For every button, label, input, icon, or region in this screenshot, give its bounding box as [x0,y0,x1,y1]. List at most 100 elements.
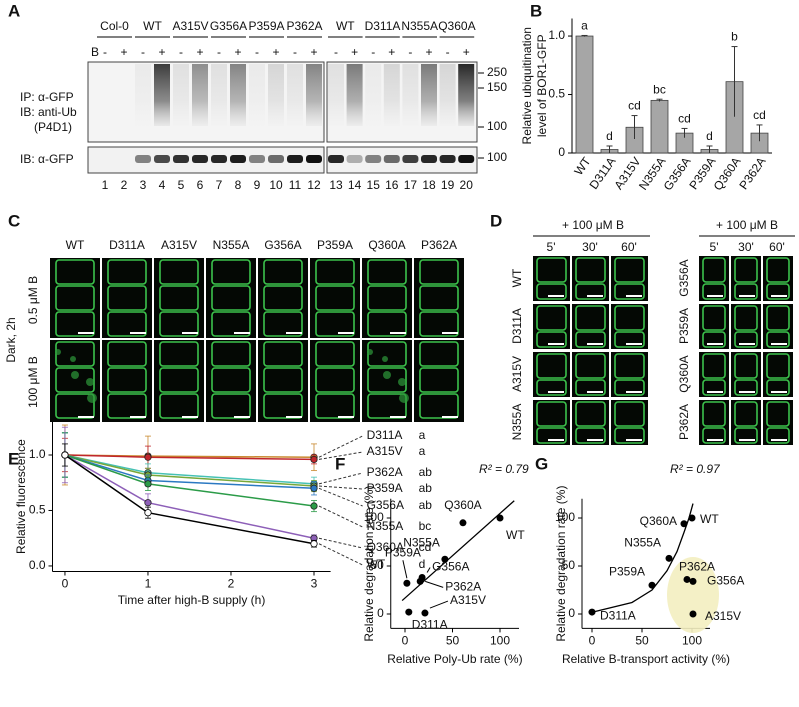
row-label: 100 μM B [26,356,40,408]
micrograph [102,258,152,338]
micrograph [572,256,609,301]
vesicle [55,349,61,355]
blot-band [365,155,382,163]
leader-line [318,487,363,507]
boron-label: B [91,45,99,59]
cell-wall [536,331,567,348]
significance-letter: bc [419,519,432,533]
micrograph [102,340,152,422]
point-label: A315V [705,609,741,623]
micrograph [763,400,793,445]
point-label: N355A [403,535,440,549]
point [648,581,656,589]
column-label: A315V [161,238,197,252]
y-tick-label: 1.0 [29,447,46,461]
significance-letter: a [419,444,426,458]
significance-letter: ab [419,498,433,512]
x-tick-label: 1 [145,577,152,591]
boron-sign: - [255,45,259,59]
cell-wall [263,285,303,311]
cell-wall [263,259,303,285]
y-tick-label: 100 [555,510,575,524]
cell-wall [263,311,303,337]
lane-number: 3 [140,178,147,192]
significance-letter: cd [628,99,641,113]
point-label: N355A [624,535,661,549]
blot-band [230,155,246,163]
cell-wall [211,311,251,337]
micrograph [533,304,570,349]
micrograph [611,400,648,445]
lane-number: 15 [367,178,381,192]
boron-sign: - [408,45,412,59]
boron-sign: - [293,45,297,59]
genotype-label: WT [336,19,355,33]
vesicle [87,393,97,403]
cell-wall [536,379,567,396]
annotation: R² = 0.97 [670,462,721,476]
pointer-arrow [402,560,408,579]
highlight [667,557,719,633]
cell-wall [107,367,147,393]
point [459,519,467,527]
treatment-label: + 100 μM B [716,218,778,232]
micrograph [310,258,360,338]
cell-wall [367,259,407,285]
row-label: G356A [677,259,691,296]
cell-wall [702,283,726,300]
legend-label: G356A [367,498,404,512]
y-tick-label: 0 [377,606,384,620]
cell-wall [575,353,606,379]
point [688,514,696,522]
cell-wall [315,393,355,419]
y-tick-label: 0.5 [548,87,565,101]
marker [310,502,318,510]
antibody-label: (P4D1) [34,120,72,134]
blot-band [439,155,456,163]
x-tick-label: 2 [228,577,235,591]
y-tick-label: 50 [562,558,576,572]
cell-wall [734,427,758,444]
treatment-label: + 100 μM B [562,218,624,232]
leader-line [318,537,363,549]
cell-wall [211,341,251,367]
significance-letter: a [581,19,588,33]
boron-sign: - [141,45,145,59]
micrograph [763,352,793,397]
boron-sign: + [388,45,395,59]
micrograph [699,400,729,445]
blot-band [135,155,151,163]
x-axis-label: Relative B-transport activity (%) [562,652,730,666]
x-tick-label: 3 [311,577,318,591]
micrograph [206,340,256,422]
cell-wall [734,283,758,300]
leader-line [318,472,363,485]
row-label: WT [510,268,524,287]
column-label: WT [66,238,85,252]
blot-band [287,155,303,163]
cell-wall [575,379,606,396]
leader-line [318,485,363,490]
cell-wall [159,367,199,393]
panel-label: C [8,211,20,230]
micrograph [206,258,256,338]
significance-letter: cd [678,112,691,126]
lane-number: 6 [197,178,204,192]
vesicle [71,371,79,379]
cell-wall [315,341,355,367]
lane-number: 1 [102,178,109,192]
point-label: WT [700,512,719,526]
point [683,575,691,583]
blot-smear [173,64,189,126]
cell-wall [263,367,303,393]
legend-label: N355A [367,519,404,533]
blot-smear [346,64,363,126]
y-axis-label: Relative degradation rate (%) [362,486,376,642]
panel-label: D [490,211,502,230]
ip-label: IP: α-GFP [20,90,74,104]
cell-wall [614,379,645,396]
cell-wall [702,331,726,348]
boron-sign: + [425,45,432,59]
blot-band [268,155,284,163]
blot-smear [328,64,344,126]
